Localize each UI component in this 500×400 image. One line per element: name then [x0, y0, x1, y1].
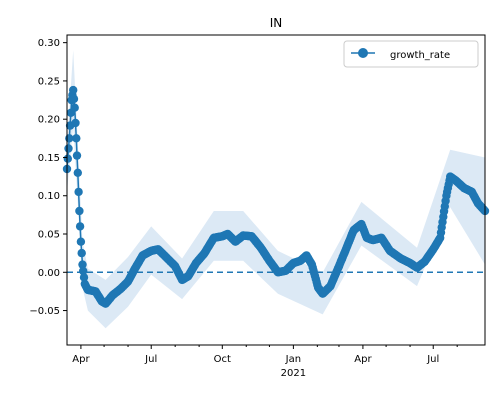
data-point — [76, 237, 86, 246]
y-tick-label: 0.25 — [38, 76, 60, 87]
y-tick-label: −0.05 — [29, 306, 60, 317]
data-point — [77, 248, 86, 258]
x-tick-label: Apr — [72, 354, 90, 365]
data-point — [70, 103, 79, 112]
data-point — [74, 187, 83, 197]
data-point — [78, 260, 87, 269]
data-point — [69, 94, 79, 104]
axes: −0.05 0.00 0.05 0.10 0.15 0.20 0.25 0.30 Apr Jul O… — [29, 34, 486, 379]
data-point — [73, 168, 83, 177]
y-tick-label: 0.10 — [38, 191, 60, 202]
y-tick-label: 0.05 — [38, 230, 60, 241]
data-point — [79, 266, 88, 276]
x-tick-label: Jan — [285, 354, 301, 365]
series-growth-rate — [62, 85, 490, 308]
uncertainty-band — [67, 50, 485, 329]
x-tick-label: Jul — [144, 354, 157, 365]
y-tick-label: 0.00 — [38, 268, 60, 279]
legend: growth_rate — [343, 40, 479, 68]
data-point — [75, 206, 84, 216]
x-tick-label: Jul — [426, 354, 439, 365]
y-tick-label: 0.30 — [38, 38, 60, 49]
data-point — [72, 151, 82, 160]
plot-frame — [66, 34, 486, 346]
band-area — [67, 50, 485, 329]
data-point — [63, 154, 72, 163]
y-tick-label: 0.20 — [38, 115, 60, 126]
legend-marker — [358, 48, 368, 58]
data-point — [69, 85, 78, 95]
legend-box — [343, 40, 479, 68]
x-tick-year-label: 2021 — [281, 368, 306, 379]
data-point — [75, 222, 85, 231]
x-tick-label: Oct — [214, 354, 231, 365]
data-point — [79, 273, 89, 282]
y-tick-label: 0.15 — [38, 153, 60, 164]
legend-label-growth-rate: growth_rate — [390, 50, 450, 61]
x-tick-label: Apr — [354, 354, 372, 365]
chart-title: IN — [270, 16, 283, 30]
data-point — [64, 144, 73, 153]
data-point — [72, 134, 81, 143]
data-point — [71, 118, 80, 128]
